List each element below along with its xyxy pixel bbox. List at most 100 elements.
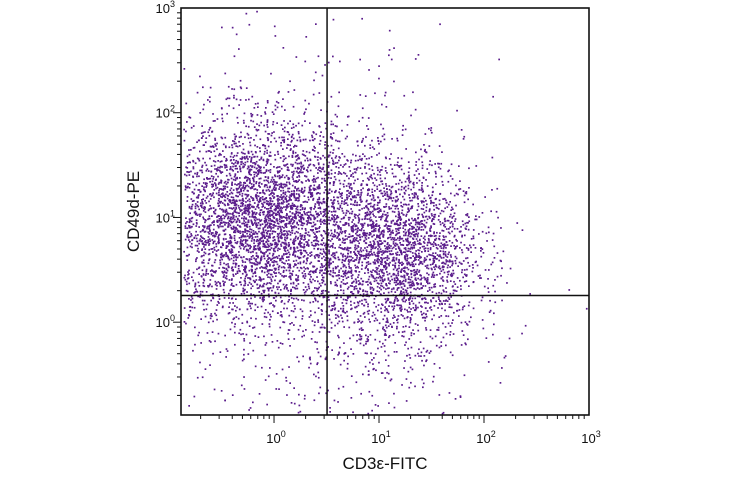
data-point xyxy=(222,150,224,152)
data-point xyxy=(230,221,233,224)
data-point xyxy=(262,205,264,207)
data-point xyxy=(299,308,302,311)
data-point xyxy=(191,297,194,300)
data-point xyxy=(277,197,279,200)
data-point xyxy=(237,187,239,190)
data-point xyxy=(413,284,415,287)
data-point xyxy=(334,229,336,231)
data-point xyxy=(386,271,388,273)
data-point xyxy=(215,172,217,175)
data-point xyxy=(241,157,244,160)
data-point xyxy=(213,211,215,213)
data-point xyxy=(203,279,206,282)
data-point xyxy=(486,240,488,242)
data-point xyxy=(516,222,519,224)
data-point xyxy=(292,265,295,268)
data-point xyxy=(234,241,237,244)
data-point xyxy=(339,204,342,207)
data-point xyxy=(231,251,234,253)
data-point xyxy=(367,269,369,271)
data-point xyxy=(301,124,304,127)
data-point xyxy=(208,244,210,246)
data-point xyxy=(392,241,395,243)
data-point xyxy=(208,129,211,131)
data-point xyxy=(236,256,239,259)
data-point xyxy=(415,256,417,258)
data-point xyxy=(202,108,205,111)
data-point xyxy=(338,91,340,94)
data-point xyxy=(481,248,484,250)
data-point xyxy=(344,274,347,277)
data-point xyxy=(300,181,303,183)
data-point xyxy=(243,270,246,273)
data-point xyxy=(217,169,220,171)
data-point xyxy=(289,277,292,279)
data-point xyxy=(226,112,228,115)
data-point xyxy=(230,250,233,252)
data-point xyxy=(316,159,319,161)
data-point xyxy=(419,295,421,298)
data-point xyxy=(224,180,227,183)
data-point xyxy=(397,229,400,232)
data-point xyxy=(314,233,316,235)
data-point xyxy=(411,252,414,254)
data-point xyxy=(309,193,312,195)
data-point xyxy=(285,226,288,228)
data-point xyxy=(446,256,449,258)
data-point xyxy=(250,317,252,320)
data-point xyxy=(424,247,427,250)
data-point xyxy=(236,145,239,148)
data-point xyxy=(263,291,265,294)
data-point xyxy=(230,177,233,180)
data-point xyxy=(209,204,211,207)
data-point xyxy=(423,150,426,152)
data-point xyxy=(271,205,273,207)
data-point xyxy=(268,295,270,298)
data-point xyxy=(416,195,419,198)
data-point xyxy=(247,134,250,136)
data-point xyxy=(300,267,303,270)
data-point xyxy=(194,234,197,237)
data-point xyxy=(315,235,317,238)
data-point xyxy=(291,222,294,225)
data-point xyxy=(289,221,291,224)
data-point xyxy=(257,102,259,105)
data-point xyxy=(247,177,249,179)
data-point xyxy=(358,242,360,245)
data-point xyxy=(288,253,291,256)
data-point xyxy=(222,280,224,283)
data-point xyxy=(261,202,263,205)
data-point xyxy=(255,254,258,257)
data-point xyxy=(367,268,369,270)
data-point xyxy=(228,222,230,225)
data-point xyxy=(388,264,390,267)
data-point xyxy=(266,223,268,226)
data-point xyxy=(303,154,305,156)
data-point xyxy=(259,186,261,188)
data-point xyxy=(293,246,296,249)
data-point xyxy=(371,291,374,294)
data-point xyxy=(371,315,374,317)
data-point xyxy=(385,326,388,329)
data-point xyxy=(265,223,267,226)
data-point xyxy=(406,257,409,260)
data-point xyxy=(271,341,274,343)
data-point xyxy=(285,164,287,166)
data-point xyxy=(425,315,428,318)
data-point xyxy=(226,186,229,188)
data-point xyxy=(309,229,312,231)
data-point xyxy=(257,222,260,224)
data-point xyxy=(405,239,408,242)
data-point xyxy=(288,216,290,218)
data-point xyxy=(324,174,327,176)
data-point xyxy=(230,267,233,270)
data-point xyxy=(410,225,413,228)
data-point xyxy=(212,232,214,234)
data-point xyxy=(438,298,440,300)
data-point xyxy=(199,290,202,293)
data-point xyxy=(440,242,443,245)
data-point xyxy=(492,284,495,287)
data-point xyxy=(228,258,231,261)
data-point xyxy=(366,280,369,283)
data-point xyxy=(423,259,426,261)
